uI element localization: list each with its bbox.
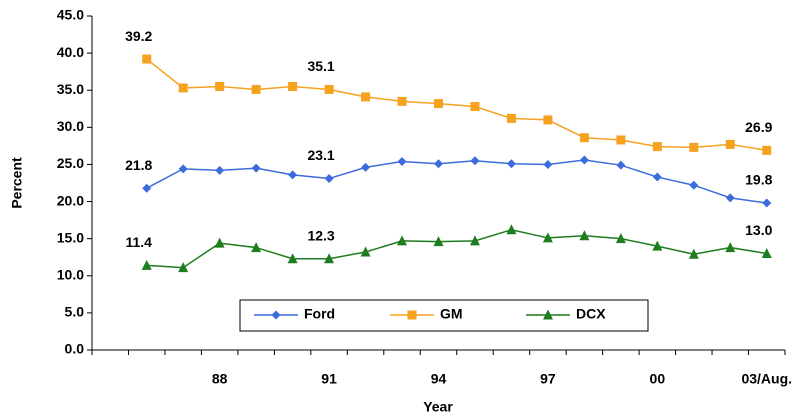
marker [469,235,480,246]
marker [142,183,152,193]
x-axis-title: Year [423,399,453,415]
data-label: 39.2 [125,28,152,44]
y-tick-label: 40.0 [57,44,84,60]
marker [652,240,663,251]
marker [360,246,371,257]
marker [506,113,516,123]
x-tick-label: 88 [212,371,228,387]
legend: Ford GM DCX [239,299,649,332]
marker [251,163,261,173]
marker [688,248,699,259]
marker [215,82,225,92]
marker [178,83,188,93]
marker [142,54,152,64]
series-line [146,58,767,152]
marker [543,159,553,169]
legend-box [239,299,649,332]
x-tick-label: 94 [431,371,447,387]
x-tick-label: 00 [650,371,666,387]
data-label: 26.9 [745,119,772,135]
marker [287,253,298,264]
marker [141,259,152,270]
x-tick-label: 03/Aug. [741,371,792,387]
marker [288,170,298,180]
y-tick-label: 15.0 [57,229,84,245]
marker [288,82,298,92]
series-line [146,228,767,269]
marker [615,233,626,244]
y-tick-label: 20.0 [57,192,84,208]
marker [543,115,553,125]
data-label: 12.3 [307,227,334,243]
marker [616,135,626,145]
x-tick-label: 91 [321,371,337,387]
data-label: 21.8 [125,157,152,173]
marker [434,159,443,169]
marker [652,172,662,182]
marker [762,198,772,208]
data-label: 23.1 [307,147,334,163]
marker [324,84,334,94]
marker [361,92,371,102]
marker [689,142,699,152]
y-tick-label: 5.0 [65,304,85,320]
marker [725,193,735,203]
data-label: 11.4 [125,234,152,250]
marker [397,96,407,106]
marker [579,230,590,241]
data-label: 13.0 [745,222,772,238]
marker [178,164,188,174]
marker [433,236,444,247]
marker [652,142,662,152]
legend-label: DCX [576,306,606,322]
data-label: 19.8 [745,172,772,188]
y-tick-label: 0.0 [65,341,85,357]
marker [271,310,281,320]
y-tick-label: 10.0 [57,266,84,282]
marker [361,162,371,172]
marker [542,232,553,243]
marker [579,155,589,165]
legend-label: Ford [304,306,335,322]
marker [324,174,334,184]
y-tick-label: 45.0 [57,7,84,23]
marker [543,309,553,320]
y-axis-title: Percent [9,157,25,209]
x-tick-label: 97 [540,371,556,387]
marker [506,224,517,235]
marker [215,165,225,175]
marker [214,237,225,248]
marker [762,145,772,155]
y-tick-label: 30.0 [57,118,84,134]
marker [725,242,736,253]
marker [324,253,335,264]
marker [470,102,480,112]
marker [397,156,407,166]
marker [506,159,516,169]
marker [407,310,417,320]
marker [397,235,408,246]
marker [178,262,189,273]
marker [251,242,262,253]
y-tick-label: 35.0 [57,81,84,97]
marker [761,248,772,259]
legend-label: GM [440,306,463,322]
marker [470,156,480,166]
marker [689,180,699,190]
series-line [146,159,767,204]
data-label: 35.1 [307,58,334,74]
marker [616,160,626,170]
marker [579,133,589,143]
marker [434,99,443,109]
marker [725,139,735,149]
marker [251,84,261,94]
y-tick-label: 25.0 [57,155,84,171]
